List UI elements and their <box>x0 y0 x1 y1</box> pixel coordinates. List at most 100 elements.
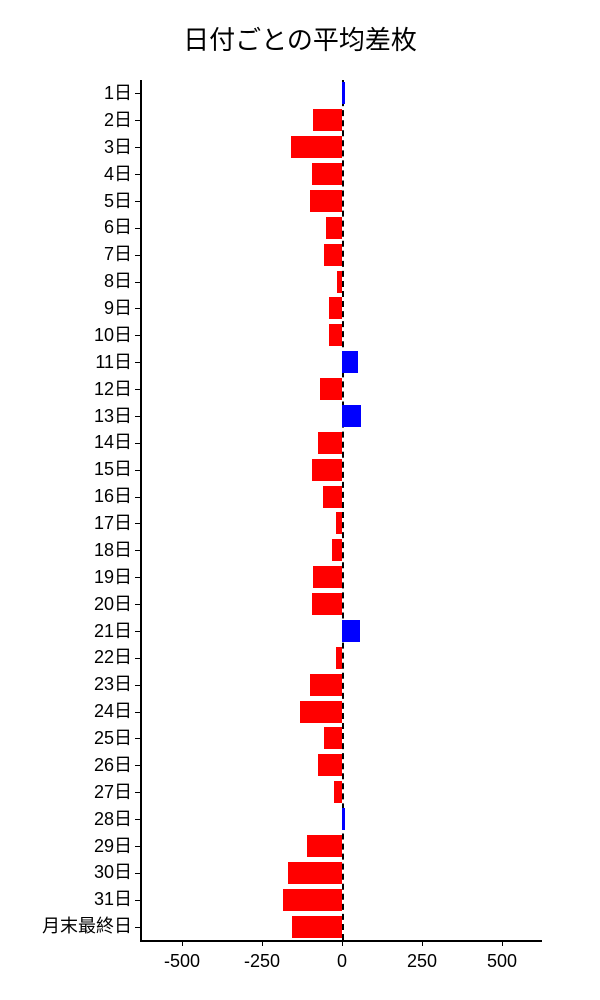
bar <box>342 405 361 427</box>
bar <box>324 244 342 266</box>
x-tick <box>342 940 343 946</box>
y-tick <box>135 93 140 94</box>
y-tick <box>135 335 140 336</box>
y-tick <box>135 201 140 202</box>
x-axis-label: 500 <box>487 951 517 972</box>
x-tick <box>422 940 423 946</box>
y-axis-label: 24日 <box>12 698 132 725</box>
bar <box>332 539 342 561</box>
y-axis-label: 1日 <box>12 80 132 107</box>
x-axis-label: 0 <box>337 951 347 972</box>
y-tick <box>135 470 140 471</box>
y-tick <box>135 443 140 444</box>
bar <box>300 701 342 723</box>
bar <box>342 82 345 104</box>
x-axis-label: -500 <box>164 951 200 972</box>
y-axis-label: 28日 <box>12 806 132 833</box>
bar <box>312 459 342 481</box>
y-axis-label: 14日 <box>12 429 132 456</box>
y-tick <box>135 147 140 148</box>
y-tick <box>135 282 140 283</box>
y-tick <box>135 389 140 390</box>
y-axis-label: 13日 <box>12 403 132 430</box>
y-tick <box>135 497 140 498</box>
y-tick <box>135 792 140 793</box>
y-axis-label: 25日 <box>12 725 132 752</box>
y-axis-label: 2日 <box>12 107 132 134</box>
y-axis-label: 9日 <box>12 295 132 322</box>
bar <box>288 862 342 884</box>
bar <box>337 271 342 293</box>
bar <box>320 378 342 400</box>
bar <box>283 889 342 911</box>
y-axis-label: 12日 <box>12 376 132 403</box>
bar <box>329 297 342 319</box>
y-tick <box>135 631 140 632</box>
y-tick <box>135 765 140 766</box>
y-axis-label: 27日 <box>12 779 132 806</box>
y-tick <box>135 685 140 686</box>
plot-area: -500-2500250500 <box>140 80 542 942</box>
y-axis-label: 11日 <box>12 349 132 376</box>
y-tick <box>135 846 140 847</box>
bar <box>329 324 342 346</box>
x-axis-label: 250 <box>407 951 437 972</box>
bar <box>313 109 342 131</box>
y-axis-label: 29日 <box>12 833 132 860</box>
bar <box>312 593 342 615</box>
bar <box>292 916 342 938</box>
y-tick <box>135 550 140 551</box>
bar <box>326 217 342 239</box>
y-axis-label: 10日 <box>12 322 132 349</box>
x-tick <box>262 940 263 946</box>
bar <box>323 486 342 508</box>
bar <box>336 512 342 534</box>
bar <box>342 620 360 642</box>
bar <box>312 163 342 185</box>
bar <box>342 808 345 830</box>
y-axis-label: 15日 <box>12 456 132 483</box>
y-tick <box>135 819 140 820</box>
bar <box>334 781 342 803</box>
bar <box>318 432 342 454</box>
y-axis-label: 3日 <box>12 134 132 161</box>
y-axis-label: 30日 <box>12 859 132 886</box>
y-tick <box>135 873 140 874</box>
y-axis-label: 5日 <box>12 188 132 215</box>
x-tick <box>182 940 183 946</box>
y-axis-label: 22日 <box>12 644 132 671</box>
y-tick <box>135 120 140 121</box>
y-tick <box>135 228 140 229</box>
y-axis-label: 23日 <box>12 671 132 698</box>
y-tick <box>135 362 140 363</box>
y-axis-label: 20日 <box>12 591 132 618</box>
y-tick <box>135 255 140 256</box>
y-tick <box>135 577 140 578</box>
y-axis-label: 8日 <box>12 268 132 295</box>
y-axis-label: 6日 <box>12 214 132 241</box>
y-tick <box>135 308 140 309</box>
bar <box>342 351 358 373</box>
y-tick <box>135 523 140 524</box>
y-tick <box>135 900 140 901</box>
x-tick <box>502 940 503 946</box>
x-axis-label: -250 <box>244 951 280 972</box>
y-axis-label: 7日 <box>12 241 132 268</box>
y-axis-label: 月末最終日 <box>12 913 132 940</box>
y-axis-label: 4日 <box>12 161 132 188</box>
y-axis-label: 18日 <box>12 537 132 564</box>
y-axis-label: 26日 <box>12 752 132 779</box>
chart-title: 日付ごとの平均差枚 <box>0 20 600 57</box>
y-axis-label: 21日 <box>12 618 132 645</box>
bar <box>310 190 342 212</box>
y-axis-label: 16日 <box>12 483 132 510</box>
y-tick <box>135 604 140 605</box>
y-tick <box>135 927 140 928</box>
bar <box>307 835 342 857</box>
bar <box>291 136 342 158</box>
y-axis-label: 17日 <box>12 510 132 537</box>
y-tick <box>135 174 140 175</box>
y-axis-label: 19日 <box>12 564 132 591</box>
bar <box>313 566 342 588</box>
y-tick <box>135 416 140 417</box>
